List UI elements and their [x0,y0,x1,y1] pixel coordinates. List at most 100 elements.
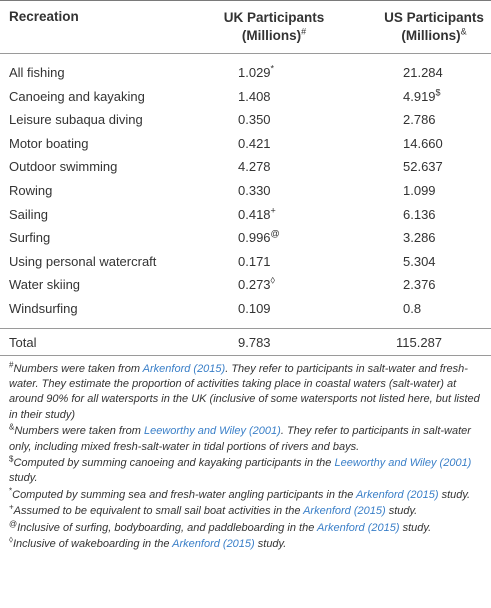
uk-value: 0.996@ [238,228,280,246]
uk-footnote-mark: @ [270,228,280,239]
us-value: 6.136 [403,207,436,222]
footnote-text: Computed by summing sea and fresh-water … [12,488,356,501]
us-value-number: 0.8 [403,300,422,316]
us-value-number: 4.919 [403,88,436,104]
footnote-text: study. [9,472,38,485]
table-header: Recreation UK Participants (Millions)# U… [0,1,491,53]
citation-link[interactable]: Arkenford (2015) [355,488,439,501]
table-row: Using personal watercraft 0.171 5.304 [0,249,491,273]
footnote-rule [0,354,491,356]
table-row: All fishing 1.029* 21.284 [0,60,491,84]
table-row: Sailing 0.418+ 6.136 [0,202,491,226]
citation-link[interactable]: Arkenford (2015) [316,521,400,534]
footnote: &Numbers were taken from Leeworthy and W… [9,422,482,455]
table-row: Rowing 0.330 1.099 [0,178,491,202]
footnote-text: Numbers were taken from [14,425,144,438]
header-uk-participants: UK Participants (Millions)# [218,9,330,45]
uk-value: 0.418+ [238,205,276,222]
citation-link[interactable]: Leeworthy and Wiley (2001) [334,456,472,469]
us-value: 0.8 [403,301,421,316]
recreation-name: Windsurfing [9,300,78,316]
uk-value-number: 0.171 [238,253,271,269]
table-top-rule [0,0,491,1]
total-rule [0,327,491,329]
uk-footnote-mark: * [270,63,275,74]
uk-value-number: 0.273 [238,277,271,293]
us-value: 1.099 [403,183,436,198]
uk-value-number: 0.350 [238,112,271,128]
footnote: $Computed by summing canoeing and kayaki… [9,455,482,487]
uk-value: 0.273◊ [238,276,275,293]
footnote-text: Computed by summing canoeing and kayakin… [13,456,335,469]
header-us-line2: (Millions) [401,28,461,43]
footnote-text: Inclusive of surfing, bodyboarding, and … [17,521,317,534]
table-body: All fishing 1.029* 21.284 Canoeing and kaya… [0,54,491,320]
us-value: 3.286 [403,230,436,245]
footnote-text: Assumed to be equivalent to small sail b… [13,505,304,518]
uk-value-number: 0.330 [238,182,271,198]
table-row: Windsurfing 0.109 0.8 [0,296,491,320]
us-value: 21.284 [403,65,443,80]
footnote-text: . They refer to participants in salt-wat… [9,362,480,421]
citation-link[interactable]: Leeworthy and Wiley (2001) [143,425,281,438]
footnote-mark: & [9,422,15,432]
footnote-text: Inclusive of wakeboarding in the [12,538,173,550]
uk-value: 0.109 [238,301,271,316]
header-rule [0,53,491,54]
table-row: Motor boating 0.421 14.660 [0,131,491,155]
citation-link[interactable]: Arkenford (2015) [303,505,386,518]
footnote: @Inclusive of surfing, bodyboarding, and… [9,518,482,536]
uk-value-number: 1.408 [238,88,271,104]
us-value: 2.786 [403,112,436,127]
recreation-name: Using personal watercraft [9,253,157,269]
uk-footnote-mark: ◊ [270,276,275,287]
uk-value: 0.330 [238,183,271,198]
us-footnote-mark: $ [435,87,441,98]
recreation-name: Surfing [9,230,51,246]
footnote-text: study. [385,505,418,518]
footnote-text: study. [254,538,287,550]
us-value-number: 21.284 [403,65,443,80]
uk-value-number: 0.421 [238,135,271,151]
uk-value: 0.350 [238,112,271,127]
footnote-mark: @ [9,518,18,528]
uk-value: 0.171 [238,254,271,269]
table-row: Canoeing and kayaking 1.408 4.919$ [0,84,491,108]
total-us: 115.287 [396,334,443,350]
uk-value-number: 1.029 [238,65,271,80]
recreation-name: Water skiing [9,277,81,293]
table-row: Water skiing 0.273◊ 2.376 [0,272,491,296]
us-value: 5.304 [403,254,436,269]
participation-table: Recreation UK Participants (Millions)# U… [0,0,491,553]
uk-footnote-mark: + [270,205,276,216]
uk-value-number: 0.996 [238,230,271,246]
footnote-text: study. [438,488,471,501]
table-row: Outdoor swimming 4.278 52.637 [0,154,491,178]
uk-value-number: 0.418 [238,206,271,222]
us-value-number: 6.136 [403,206,436,222]
header-us-line1: US Participants [384,10,484,25]
header-uk-line1: UK Participants [223,10,325,25]
uk-value-number: 0.109 [238,300,271,316]
us-value: 14.660 [403,136,443,151]
us-value-number: 3.286 [403,230,436,246]
footnote-text: study. [399,521,432,534]
total-label: Total [9,334,37,350]
header-us-participants: US Participants (Millions)& [378,9,490,45]
footnotes: #Numbers were taken from Arkenford (2015… [0,356,491,553]
uk-value: 1.408 [238,89,271,104]
us-value-number: 2.786 [403,112,436,128]
footnote: *Computed by summing sea and fresh-water… [9,487,482,503]
header-us-mark: & [460,26,467,37]
header-uk-line2: (Millions) [241,28,302,43]
recreation-name: All fishing [9,65,65,80]
citation-link[interactable]: Arkenford (2015) [172,538,255,550]
footnote: +Assumed to be equivalent to small sail … [9,503,482,519]
footnote-text: Numbers were taken from [13,362,143,375]
uk-value: 4.278 [238,159,271,174]
footnote-mark: # [9,359,14,369]
footnote: ◊Inclusive of wakeboarding in the Arkenf… [9,536,482,552]
uk-value: 0.421 [238,136,271,151]
total-uk: 9.783 [238,334,271,350]
citation-link[interactable]: Arkenford (2015) [142,362,226,375]
